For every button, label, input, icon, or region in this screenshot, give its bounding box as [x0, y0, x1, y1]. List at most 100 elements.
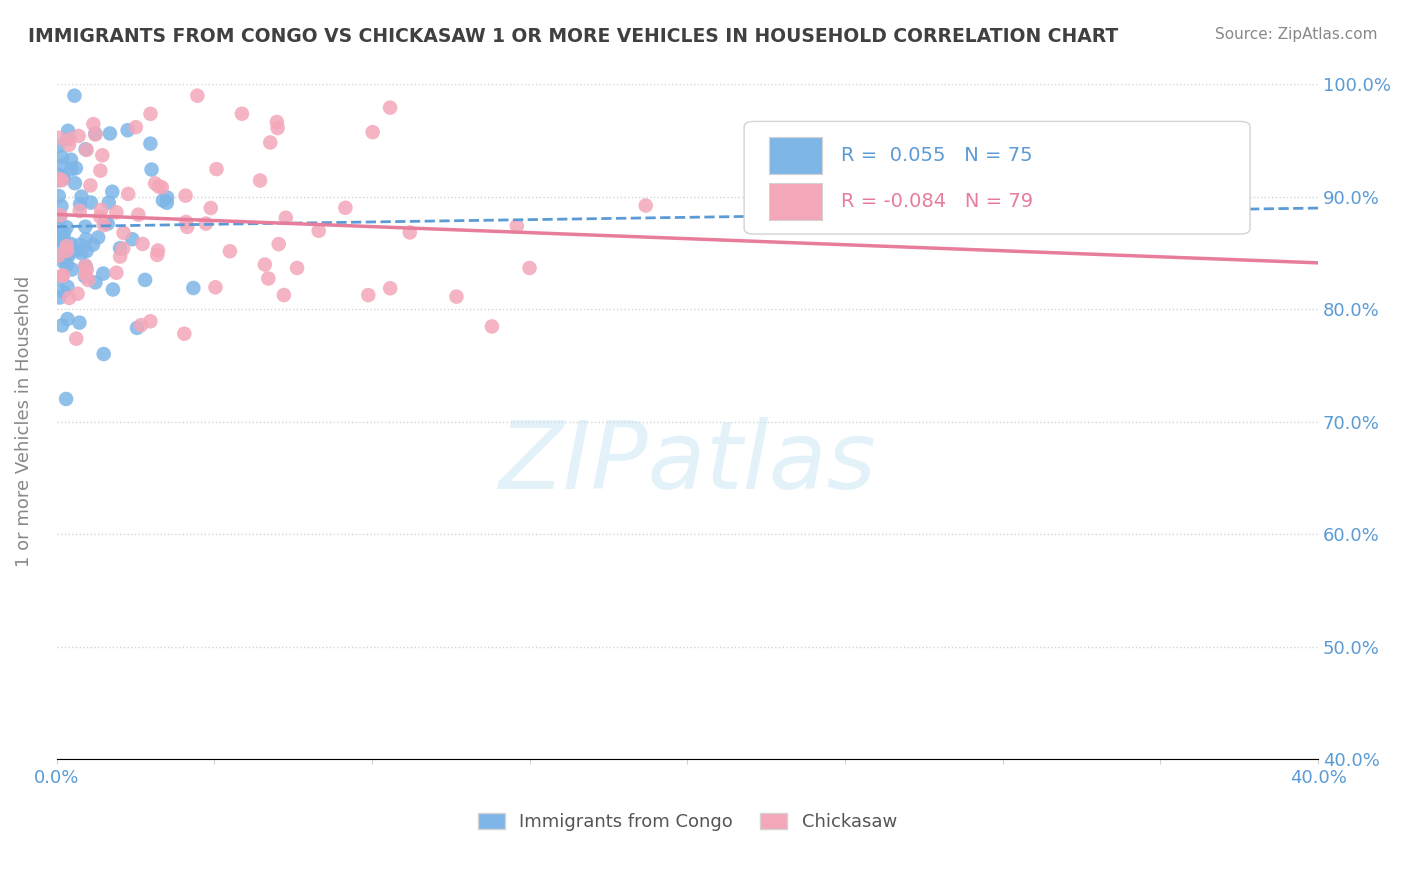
Point: [378, 101, 401, 115]
Point: [51, 150, 73, 164]
Legend: Immigrants from Congo, Chickasaw: Immigrants from Congo, Chickasaw: [478, 813, 897, 831]
Point: [125, 321, 148, 335]
Point: [65, 161, 87, 176]
Point: [48, 171, 70, 186]
Point: [80, 195, 103, 210]
Point: [46, 215, 69, 229]
Point: [181, 281, 204, 295]
Point: [70, 189, 93, 203]
Point: [56, 312, 79, 326]
Point: [105, 266, 128, 280]
Point: [173, 326, 195, 341]
Point: [93, 218, 115, 232]
Point: [63, 176, 86, 190]
Point: [150, 180, 173, 194]
FancyBboxPatch shape: [769, 136, 823, 174]
Point: [131, 236, 153, 251]
Point: [67, 243, 90, 257]
Point: [48, 291, 70, 305]
Point: [84, 276, 107, 290]
Point: [194, 217, 217, 231]
Point: [53, 226, 76, 240]
Point: [357, 288, 380, 302]
Point: [90, 202, 112, 217]
Point: [73, 269, 96, 284]
Point: [274, 211, 297, 225]
Point: [79, 178, 101, 193]
Point: [267, 237, 290, 252]
Point: [200, 201, 222, 215]
Point: [56, 239, 79, 253]
Point: [48, 233, 70, 247]
Point: [51, 248, 73, 262]
Point: [75, 244, 97, 258]
Point: [52, 169, 75, 184]
Point: [253, 258, 276, 272]
Point: [156, 190, 179, 204]
Point: [63, 88, 86, 103]
Point: [76, 143, 98, 157]
Point: [52, 268, 75, 283]
Point: [186, 88, 208, 103]
Point: [49, 208, 72, 222]
Point: [89, 210, 111, 224]
Point: [46, 273, 69, 287]
Point: [76, 262, 98, 277]
Point: [361, 125, 384, 139]
Point: [69, 237, 91, 252]
Point: [48, 172, 70, 186]
Point: [56, 124, 79, 138]
Point: [55, 220, 77, 235]
Point: [335, 201, 357, 215]
Point: [58, 291, 80, 305]
Point: [59, 153, 82, 167]
Point: [152, 194, 174, 208]
Point: [51, 199, 73, 213]
Point: [204, 280, 226, 294]
Point: [56, 280, 79, 294]
Point: [174, 215, 197, 229]
Point: [127, 208, 149, 222]
Point: [75, 232, 97, 246]
Point: [70, 246, 93, 260]
Point: [52, 170, 75, 185]
Point: [108, 250, 131, 264]
Point: [101, 283, 124, 297]
Point: [55, 392, 77, 406]
Point: [89, 163, 111, 178]
Point: [146, 248, 169, 262]
Point: [97, 217, 120, 231]
Point: [52, 158, 75, 172]
Point: [634, 198, 657, 212]
Point: [84, 127, 107, 141]
Point: [84, 128, 107, 142]
Point: [117, 186, 139, 201]
Point: [82, 237, 104, 252]
Point: [257, 271, 280, 285]
Point: [60, 262, 83, 277]
Point: [218, 244, 240, 259]
Point: [46, 173, 69, 187]
Point: [46, 130, 69, 145]
Point: [52, 285, 75, 299]
Point: [273, 288, 295, 302]
Point: [97, 195, 120, 210]
Point: [66, 286, 89, 301]
Point: [259, 136, 281, 150]
Point: [48, 189, 70, 203]
Point: [52, 232, 75, 246]
Point: [51, 225, 73, 239]
Point: [75, 259, 97, 273]
Point: [129, 318, 152, 333]
Y-axis label: 1 or more Vehicles in Household: 1 or more Vehicles in Household: [15, 277, 32, 567]
Point: [231, 107, 253, 121]
Point: [51, 318, 73, 333]
Point: [446, 290, 468, 304]
Point: [49, 210, 72, 224]
Point: [58, 245, 80, 260]
Point: [519, 260, 541, 275]
Point: [398, 226, 420, 240]
Point: [69, 204, 91, 219]
Point: [87, 230, 110, 244]
Point: [91, 267, 114, 281]
